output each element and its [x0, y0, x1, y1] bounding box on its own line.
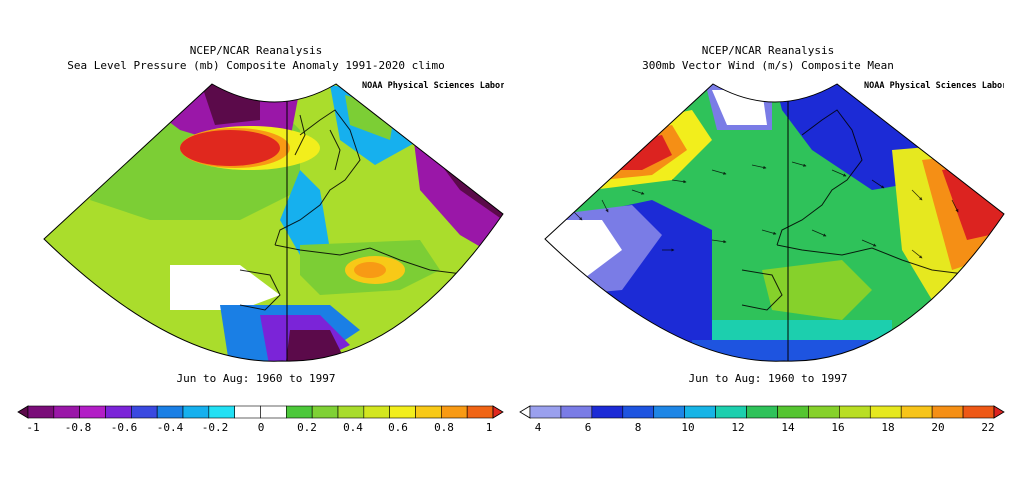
left-colorbar-swatch	[208, 405, 235, 419]
right-colorbar-swatch	[653, 405, 685, 419]
left-colorbar-swatch	[363, 405, 390, 419]
right-tick: 22	[981, 421, 995, 434]
left-colorbar-swatch	[286, 405, 313, 419]
left-colorbar-swatch	[234, 405, 261, 419]
right-colorbar-end-low	[519, 405, 531, 419]
left-tick: 1	[485, 421, 493, 434]
right-tick: 4	[534, 421, 542, 434]
left-period-label: Jun to Aug: 1960 to 1997	[176, 372, 336, 385]
vector-wind-panel: NCEP/NCAR Reanalysis 300mb Vector Wind (…	[512, 0, 1024, 485]
right-tick: 16	[831, 421, 845, 434]
left-title-line-2: Sea Level Pressure (mb) Composite Anomal…	[67, 59, 445, 72]
right-colorbar-swatch	[869, 405, 902, 419]
left-tick: -1	[26, 421, 40, 434]
left-tick: 0	[257, 421, 265, 434]
right-tick: 8	[634, 421, 642, 434]
left-colorbar-swatch	[131, 405, 158, 419]
left-colorbar-swatch	[27, 405, 55, 419]
left-colorbar-swatch	[337, 405, 365, 419]
right-tick: 18	[881, 421, 895, 434]
right-tick: 14	[781, 421, 795, 434]
right-colorbar-swatch	[684, 405, 716, 419]
right-colorbar-swatch	[900, 405, 933, 419]
right-colorbar-swatch	[839, 405, 871, 419]
right-colorbar-swatch	[560, 405, 593, 419]
vector-wind-map	[544, 83, 1005, 362]
right-colorbar-swatch	[931, 405, 964, 419]
left-colorbar-swatch	[466, 405, 494, 419]
right-colorbar-swatch	[962, 405, 995, 419]
left-tick: -0.6	[110, 421, 138, 434]
slp-anomaly-panel: NCEP/NCAR Reanalysis Sea Level Pressure …	[17, 44, 504, 434]
left-colorbar-swatch	[156, 405, 184, 419]
left-tick: -0.2	[201, 421, 229, 434]
right-title-line-1: NCEP/NCAR Reanalysis	[701, 44, 835, 57]
right-colorbar-end-high	[993, 405, 1005, 419]
left-tick: 0.8	[434, 421, 454, 434]
left-colorbar-swatch	[105, 405, 132, 419]
right-period-label: Jun to Aug: 1960 to 1997	[688, 372, 848, 385]
right-colorbar-swatch	[746, 405, 778, 419]
right-title-line-2: 300mb Vector Wind (m/s) Composite Mean	[642, 59, 894, 72]
left-colorbar-swatch	[260, 405, 287, 419]
left-colorbar-swatch	[415, 405, 442, 419]
slp-anomaly-map	[43, 83, 504, 362]
right-colorbar-swatch	[715, 405, 747, 419]
left-colorbar-swatch	[389, 405, 416, 419]
left-colorbar-swatch	[311, 405, 339, 419]
right-tick: 6	[584, 421, 592, 434]
left-colorbar-swatch	[441, 405, 468, 419]
right-colorbar-swatch	[591, 405, 624, 419]
left-colorbar	[17, 405, 504, 419]
left-credit-label: NOAA Physical Sciences Labora	[362, 81, 504, 91]
left-colorbar-end-high	[492, 405, 504, 419]
left-tick: 0.6	[388, 421, 408, 434]
left-tick: -0.4	[156, 421, 184, 434]
left-colorbar-swatch	[53, 405, 80, 419]
left-tick: 0.4	[343, 421, 363, 434]
right-colorbar-swatch	[622, 405, 655, 419]
right-colorbar-swatch	[529, 405, 562, 419]
left-title-line-1: NCEP/NCAR Reanalysis	[189, 44, 323, 57]
right-colorbar-swatch	[777, 405, 809, 419]
left-colorbar-swatch	[182, 405, 210, 419]
right-tick: 20	[931, 421, 945, 434]
right-tick: 12	[731, 421, 745, 434]
right-colorbar-swatch	[808, 405, 840, 419]
right-credit-label: NOAA Physical Sciences Labora	[864, 81, 1004, 91]
left-tick: -0.8	[64, 421, 92, 434]
left-tick: 0.2	[297, 421, 317, 434]
left-colorbar-swatch	[79, 405, 106, 419]
right-tick: 10	[681, 421, 695, 434]
left-colorbar-end-low	[17, 405, 29, 419]
right-colorbar	[519, 405, 1005, 419]
